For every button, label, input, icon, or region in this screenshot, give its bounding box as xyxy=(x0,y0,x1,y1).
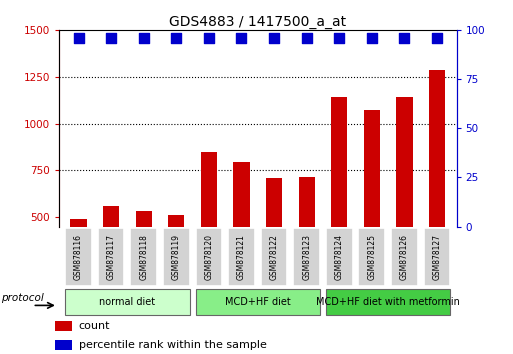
FancyBboxPatch shape xyxy=(130,228,157,286)
Text: MCD+HF diet with metformin: MCD+HF diet with metformin xyxy=(316,297,460,307)
Text: GSM878121: GSM878121 xyxy=(237,234,246,280)
Bar xyxy=(266,178,282,227)
Point xyxy=(140,35,148,40)
Text: MCD+HF diet: MCD+HF diet xyxy=(225,297,291,307)
Bar xyxy=(326,289,450,315)
Point xyxy=(205,35,213,40)
Point xyxy=(303,35,311,40)
Bar xyxy=(364,110,380,227)
Bar xyxy=(103,206,120,227)
Bar xyxy=(55,321,72,331)
Point xyxy=(335,35,343,40)
Text: count: count xyxy=(79,321,110,331)
Point xyxy=(270,35,278,40)
Point xyxy=(433,35,441,40)
FancyBboxPatch shape xyxy=(261,228,287,286)
FancyBboxPatch shape xyxy=(163,228,190,286)
Point xyxy=(238,35,246,40)
Text: GSM878123: GSM878123 xyxy=(302,234,311,280)
Text: GSM878127: GSM878127 xyxy=(432,234,442,280)
FancyBboxPatch shape xyxy=(98,228,125,286)
Bar xyxy=(135,211,152,227)
Bar xyxy=(195,289,320,315)
Text: percentile rank within the sample: percentile rank within the sample xyxy=(79,340,267,350)
Text: GSM878124: GSM878124 xyxy=(335,234,344,280)
Text: GSM878122: GSM878122 xyxy=(269,234,279,280)
Bar xyxy=(233,162,250,227)
FancyBboxPatch shape xyxy=(293,228,320,286)
Bar xyxy=(331,97,347,227)
Bar xyxy=(429,70,445,227)
FancyBboxPatch shape xyxy=(195,228,222,286)
FancyBboxPatch shape xyxy=(359,228,385,286)
Text: GSM878120: GSM878120 xyxy=(204,234,213,280)
Bar xyxy=(396,97,412,227)
Point xyxy=(368,35,376,40)
Bar xyxy=(65,289,190,315)
FancyBboxPatch shape xyxy=(326,228,352,286)
Point xyxy=(172,35,181,40)
FancyBboxPatch shape xyxy=(228,228,255,286)
FancyBboxPatch shape xyxy=(424,228,450,286)
Text: normal diet: normal diet xyxy=(100,297,155,307)
FancyBboxPatch shape xyxy=(391,228,418,286)
Point xyxy=(107,35,115,40)
Bar xyxy=(55,340,72,350)
Text: protocol: protocol xyxy=(1,293,44,303)
Text: GSM878119: GSM878119 xyxy=(172,234,181,280)
Bar xyxy=(201,152,217,227)
Text: GSM878116: GSM878116 xyxy=(74,234,83,280)
Bar xyxy=(70,219,87,227)
Bar xyxy=(299,177,315,227)
Text: GSM878118: GSM878118 xyxy=(139,234,148,280)
Text: GSM878125: GSM878125 xyxy=(367,234,377,280)
Text: GSM878117: GSM878117 xyxy=(107,234,115,280)
Point xyxy=(74,35,83,40)
Text: GSM878126: GSM878126 xyxy=(400,234,409,280)
FancyBboxPatch shape xyxy=(65,228,92,286)
Title: GDS4883 / 1417500_a_at: GDS4883 / 1417500_a_at xyxy=(169,15,346,29)
Point xyxy=(400,35,408,40)
Bar xyxy=(168,215,185,227)
